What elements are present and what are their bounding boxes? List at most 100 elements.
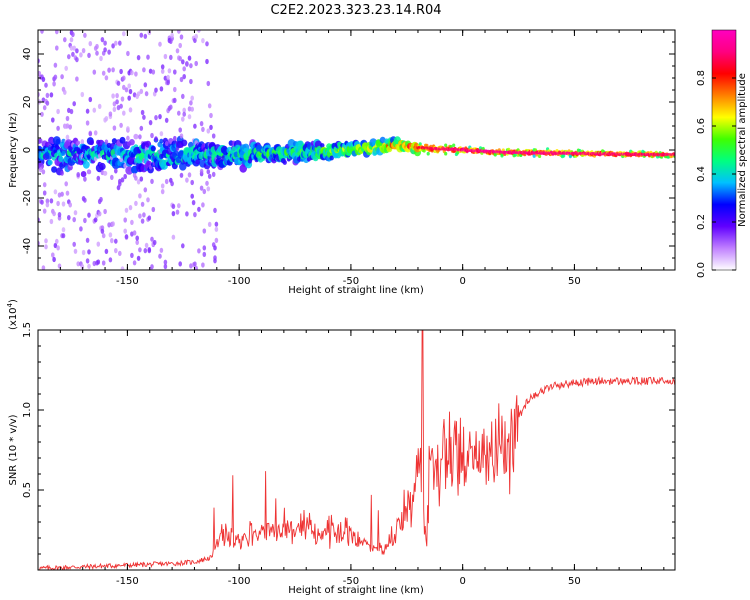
heat-noise — [51, 252, 55, 258]
y-tick-label: 0.5 — [22, 482, 33, 498]
heat-noise — [166, 78, 170, 84]
heat-noise — [179, 34, 184, 40]
heat-noise — [130, 252, 134, 258]
heat-noise — [114, 238, 118, 244]
heat-noise — [163, 263, 168, 270]
y-tick-label: 1.5 — [22, 322, 33, 338]
heat-noise — [134, 71, 138, 77]
heat-noise — [41, 265, 46, 270]
y-tick-label: 0 — [22, 147, 33, 153]
heat-noise — [122, 110, 126, 116]
heat-noise — [115, 99, 119, 105]
heat-cell — [425, 143, 429, 148]
heat-noise — [123, 173, 127, 180]
heat-noise — [179, 76, 184, 83]
heat-noise — [190, 179, 194, 186]
heat-noise — [87, 263, 91, 269]
heat-noise — [45, 198, 50, 204]
heat-noise — [111, 67, 115, 73]
heat-noise — [189, 100, 193, 106]
heat-noise — [38, 138, 43, 144]
heat-noise — [52, 211, 56, 217]
heat-noise — [44, 244, 48, 250]
heat-cell — [422, 149, 426, 153]
heat-cell — [150, 145, 156, 152]
heat-cell — [329, 155, 334, 161]
heat-noise — [104, 116, 109, 122]
heat-noise — [97, 211, 102, 217]
heat-noise — [103, 208, 107, 215]
heat-noise — [72, 101, 76, 107]
colorbar-tick-label: 0.8 — [696, 70, 707, 86]
heat-noise — [96, 175, 101, 181]
heat-noise — [132, 230, 137, 236]
heat-noise — [49, 218, 54, 225]
heat-noise — [124, 87, 129, 93]
colorbar-label: Normalized spectral amplitude — [737, 73, 748, 227]
heat-noise — [146, 197, 150, 203]
heat-noise — [107, 67, 111, 73]
heat-noise — [107, 49, 111, 55]
heat-cell — [47, 159, 53, 166]
heat-noise — [65, 134, 70, 140]
heat-noise — [45, 92, 50, 98]
heat-noise — [83, 197, 87, 203]
heat-noise — [178, 261, 182, 267]
heat-noise — [166, 74, 170, 80]
heat-noise — [175, 209, 180, 215]
heat-noise — [88, 41, 93, 47]
x-tick-label: 0 — [459, 276, 465, 287]
heat-noise — [187, 172, 192, 178]
y-tick-label: 1.0 — [22, 402, 33, 418]
heat-cell — [119, 136, 126, 144]
spectrogram-panel: -150 -100 -50 0 50 -40 -20 0 20 40 Height of str… — [8, 29, 676, 296]
heat-noise — [135, 235, 139, 241]
heat-noise — [49, 92, 54, 98]
heat-noise — [181, 243, 185, 249]
heat-noise — [143, 187, 148, 193]
heat-noise — [214, 221, 219, 227]
heat-noise — [49, 198, 54, 204]
spectrogram-y-axis-label: Frequency (Hz) — [8, 112, 19, 188]
heat-noise — [164, 140, 169, 147]
heat-noise — [181, 93, 185, 99]
heat-noise — [143, 82, 148, 88]
heat-noise — [73, 248, 78, 254]
heat-cell — [159, 138, 164, 144]
heat-cell — [481, 146, 485, 151]
heat-noise — [202, 228, 207, 234]
snr-plot-area — [38, 330, 675, 570]
heat-noise — [116, 80, 121, 86]
heat-noise — [160, 183, 165, 189]
heat-noise — [104, 248, 109, 254]
heat-cell — [76, 140, 81, 145]
heat-noise — [193, 37, 197, 44]
heat-noise — [163, 53, 168, 60]
heat-noise — [164, 117, 169, 123]
heat-noise — [202, 251, 207, 257]
heat-noise — [143, 33, 148, 39]
heat-noise — [159, 86, 164, 92]
heat-noise — [83, 32, 87, 38]
y-tick-label: -20 — [22, 190, 33, 206]
heat-noise — [126, 50, 130, 57]
heat-noise — [136, 55, 141, 61]
heat-noise — [151, 206, 156, 213]
heat-noise — [60, 74, 64, 80]
heat-noise — [178, 127, 182, 133]
heat-noise — [71, 31, 75, 38]
heat-noise — [197, 30, 201, 33]
heat-noise — [214, 237, 219, 243]
snr-x-axis-label: Height of straight line (km) — [288, 585, 424, 596]
heat-cell — [532, 154, 536, 158]
heat-noise — [201, 202, 205, 208]
heat-noise — [119, 103, 123, 109]
heat-noise — [53, 62, 58, 68]
heat-noise — [124, 207, 129, 213]
heat-noise — [112, 101, 117, 107]
heat-noise — [163, 75, 168, 81]
heat-noise — [52, 256, 56, 263]
heat-noise — [173, 97, 177, 103]
heat-noise — [38, 167, 43, 173]
heat-noise — [205, 41, 209, 47]
